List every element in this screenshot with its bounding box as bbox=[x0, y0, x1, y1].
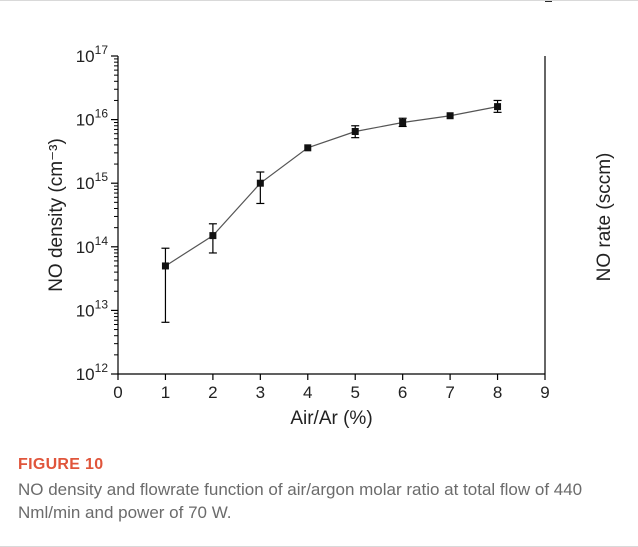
y-left-tick-label: 1012 bbox=[76, 361, 109, 384]
y-axis-right-label: NO rate (sccm) bbox=[594, 153, 615, 282]
x-tick-label: 7 bbox=[445, 383, 454, 402]
x-tick-label: 6 bbox=[398, 383, 407, 402]
y-left-tick-label: 1016 bbox=[76, 107, 109, 130]
x-tick-label: 0 bbox=[113, 383, 122, 402]
series-line bbox=[165, 106, 498, 267]
x-axis-label: Air/Ar (%) bbox=[290, 408, 372, 429]
x-tick-label: 9 bbox=[540, 383, 549, 402]
y-left-tick-label: 1013 bbox=[76, 297, 109, 320]
x-tick-label: 3 bbox=[256, 383, 265, 402]
data-point bbox=[494, 103, 502, 111]
figure-caption: NO density and flowrate function of air/… bbox=[18, 480, 583, 522]
y-axis-left-label: NO density (cm⁻³) bbox=[46, 138, 67, 292]
y-left-tick-label: 1015 bbox=[76, 170, 109, 193]
y-right-tick-label: 10-1 bbox=[555, 1, 585, 5]
data-point bbox=[446, 112, 454, 120]
caption-block: FIGURE 10 NO density and flowrate functi… bbox=[18, 456, 618, 524]
x-tick-label: 4 bbox=[303, 383, 312, 402]
y-right-tick-label: 10-3 bbox=[555, 1, 585, 5]
data-point bbox=[351, 127, 359, 135]
axes-layer: 0 1 2 3 4 5 6 7 8 9 1012 1013 1014 1015 1016 1017 10-410… bbox=[76, 1, 585, 402]
data-point bbox=[209, 232, 217, 240]
data-point bbox=[161, 262, 169, 270]
series-layer bbox=[161, 99, 502, 323]
x-tick-label: 2 bbox=[208, 383, 217, 402]
data-point bbox=[256, 179, 264, 187]
figure-label: FIGURE 10 bbox=[18, 456, 104, 473]
chart: 0 1 2 3 4 5 6 7 8 9 1012 1013 1014 1015 1016 1017 10-410… bbox=[46, 1, 615, 429]
y-left-tick-label: 1017 bbox=[76, 43, 109, 66]
y-right-tick-label: 100 bbox=[555, 1, 581, 5]
y-right-tick-label: 10-4 bbox=[555, 1, 585, 5]
y-left-tick-label: 1014 bbox=[76, 234, 109, 257]
data-point bbox=[399, 119, 407, 127]
x-tick-label: 5 bbox=[350, 383, 359, 402]
x-tick-label: 8 bbox=[493, 383, 502, 402]
y-right-tick-label: 10-2 bbox=[555, 1, 585, 5]
data-point bbox=[304, 144, 312, 152]
x-tick-label: 1 bbox=[161, 383, 170, 402]
